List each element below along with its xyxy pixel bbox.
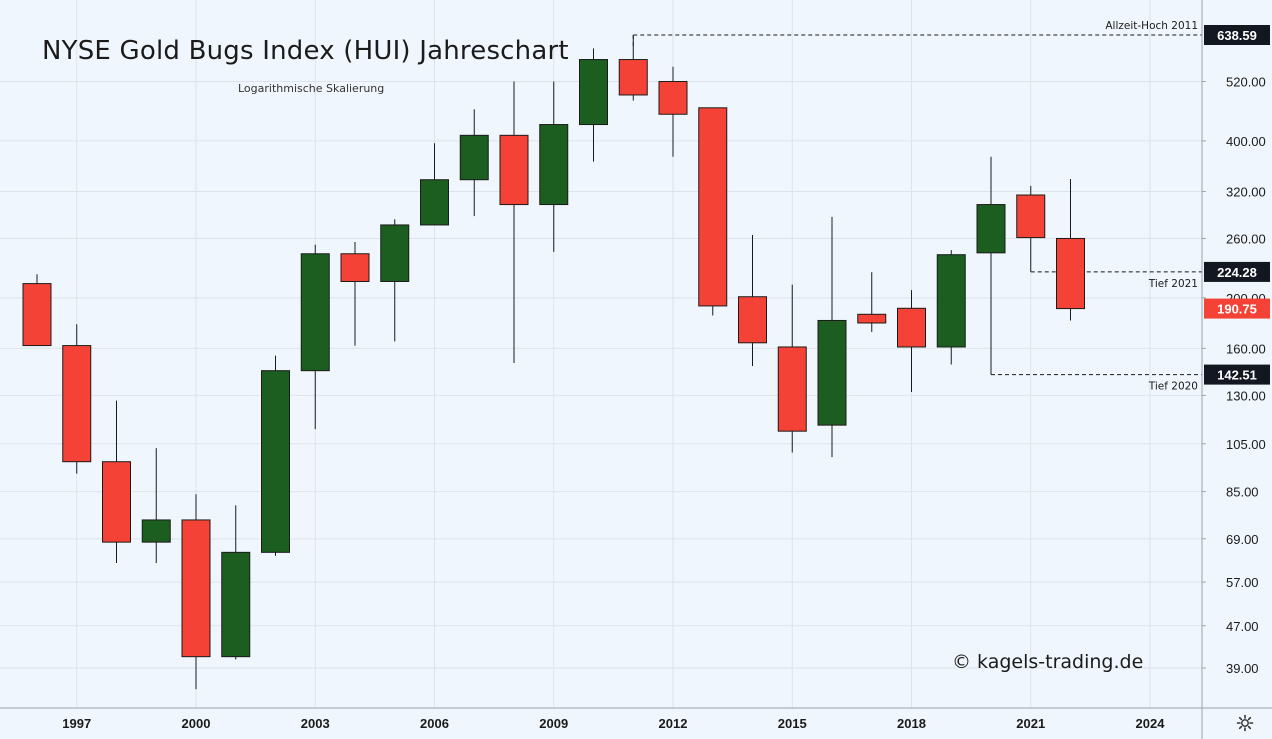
candle-body [738, 296, 767, 344]
x-tick-label: 2000 [182, 716, 211, 731]
candle-body [579, 59, 608, 126]
candle-body [261, 370, 290, 553]
candles [22, 35, 1085, 690]
candle-body [499, 134, 529, 206]
candle-body [380, 224, 410, 282]
candle-body [936, 254, 966, 348]
y-tick-label: 105.00 [1226, 437, 1266, 452]
y-tick-label: 520.00 [1226, 75, 1266, 90]
candle-body [102, 461, 131, 543]
candle-body [300, 253, 330, 372]
candle-body [221, 551, 251, 658]
x-tick-label: 2003 [301, 716, 330, 731]
reference-line-label: Tief 2020 [1148, 381, 1198, 393]
x-tick-label: 2021 [1016, 716, 1045, 731]
candle-body [777, 346, 807, 432]
chart-subtitle: Logarithmische Skalierung [238, 82, 385, 95]
y-tick-label: 69.00 [1226, 532, 1259, 547]
last-price-label: 190.75 [1217, 302, 1257, 317]
candle-body [817, 319, 847, 426]
price-box [1204, 364, 1270, 385]
reference-lines: Allzeit-Hoch 2011 Tief 2021 Tief 2020 [632, 20, 1202, 393]
candle-body [141, 519, 171, 543]
y-tick-label: 400.00 [1226, 134, 1266, 149]
watermark: © kagels-trading.de [952, 651, 1144, 673]
x-tick-label: 1997 [62, 716, 91, 731]
x-tick-label: 2018 [897, 716, 926, 731]
last-price-box [1204, 298, 1270, 319]
y-tick-label: 160.00 [1226, 341, 1266, 356]
y-tick-label: 130.00 [1226, 388, 1266, 403]
y-tick-label: 47.00 [1226, 619, 1259, 634]
candle-body [618, 59, 648, 96]
candle-body [857, 313, 887, 324]
candle-body [420, 179, 449, 226]
candle-body [22, 283, 52, 347]
candle-body [1016, 194, 1046, 239]
reference-line-label: Allzeit-Hoch 2011 [1105, 20, 1198, 32]
x-tick-label: 2012 [659, 716, 688, 731]
candle-body [897, 307, 926, 348]
price-box-label: 224.28 [1217, 265, 1257, 280]
candle-body [1056, 237, 1085, 310]
y-tick-label: 85.00 [1226, 485, 1259, 500]
chart-title: NYSE Gold Bugs Index (HUI) Jahreschart [42, 36, 569, 66]
candle-body [181, 519, 211, 658]
price-box-label: 638.59 [1217, 28, 1257, 43]
candle-body [539, 124, 569, 206]
y-tick-label: 39.00 [1226, 661, 1259, 676]
x-tick-label: 2024 [1136, 716, 1166, 731]
gear-icon[interactable] [1236, 714, 1254, 732]
candle-body [976, 204, 1006, 254]
candle-body [459, 134, 489, 181]
candle-body [658, 81, 688, 115]
x-tick-label: 2009 [539, 716, 568, 731]
price-box-label: 142.51 [1217, 368, 1257, 383]
candle-body [62, 345, 92, 463]
y-tick-label: 260.00 [1226, 231, 1266, 246]
y-tick-label: 320.00 [1226, 184, 1266, 199]
x-tick-label: 2006 [420, 716, 449, 731]
price-box [1204, 261, 1270, 282]
y-tick-label: 57.00 [1226, 575, 1259, 590]
x-tick-label: 2015 [778, 716, 807, 731]
reference-line-label: Tief 2021 [1148, 278, 1198, 290]
candle-body [698, 107, 728, 307]
price-box [1204, 25, 1270, 45]
candle-body [340, 253, 370, 282]
